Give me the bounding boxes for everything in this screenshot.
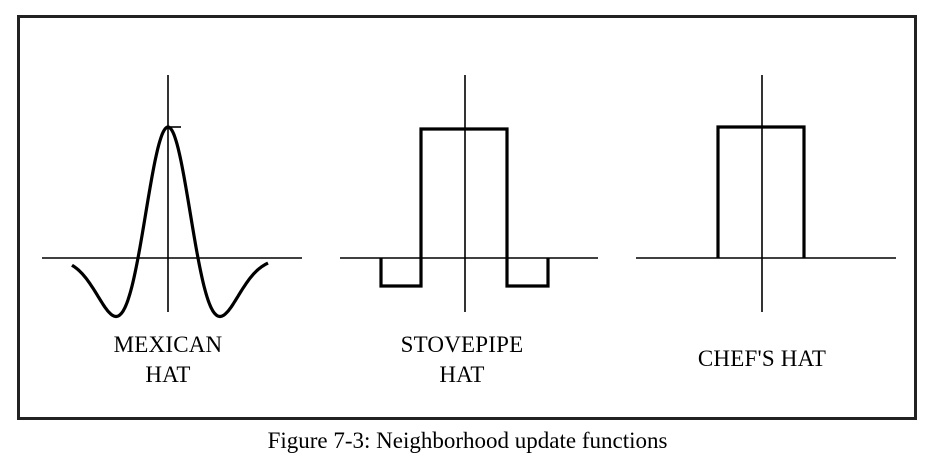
chefs-hat-curve bbox=[716, 125, 806, 258]
figure-frame bbox=[17, 15, 917, 420]
mexican-hat-curve bbox=[71, 125, 269, 319]
figure-caption: Figure 7-3: Neighborhood update function… bbox=[267, 428, 668, 453]
mexican-hat-label: MEXICAN HAT bbox=[88, 330, 248, 390]
mexican-hat-diagram bbox=[42, 75, 302, 319]
chefs-hat-label-line-1: CHEF'S HAT bbox=[697, 346, 827, 371]
stovepipe-hat-label: STOVEPIPE HAT bbox=[372, 330, 552, 390]
stovepipe-hat-label-line-1: STOVEPIPE bbox=[400, 332, 524, 357]
mexican-hat-label-line-2: HAT bbox=[145, 362, 191, 387]
stovepipe-hat-label-line-2: HAT bbox=[439, 362, 485, 387]
mexican-hat-label-line-1: MEXICAN bbox=[113, 332, 223, 357]
stovepipe-hat-diagram bbox=[340, 75, 598, 312]
chefs-hat-label: CHEF'S HAT bbox=[672, 344, 852, 374]
chefs-hat-diagram bbox=[636, 75, 896, 312]
stovepipe-hat-curve bbox=[379, 127, 550, 288]
